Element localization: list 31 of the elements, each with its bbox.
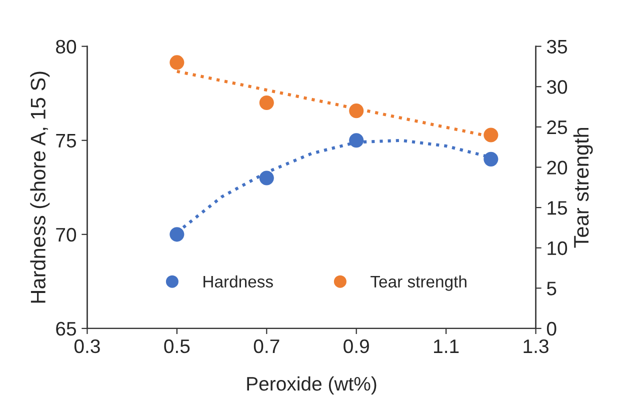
y-tick-label: 75 (56, 134, 76, 148)
point (349, 133, 364, 148)
point (484, 128, 498, 142)
y2-tick-label: 20 (547, 160, 568, 174)
point (170, 55, 184, 70)
y-axis-title: Hardness (shore A, 15 S) (30, 72, 50, 303)
point (259, 170, 274, 186)
point (259, 95, 274, 110)
y-tick-label: 80 (56, 40, 76, 54)
y2-tick-label: 15 (548, 201, 568, 215)
point (484, 152, 498, 166)
x-tick-label: 0.7 (254, 339, 280, 354)
point (349, 104, 364, 118)
y-tick-label: 70 (56, 228, 76, 242)
x-tick-label: 0.9 (344, 339, 369, 354)
y2-tick-label: 35 (546, 40, 568, 54)
x-tick-label: 1.3 (524, 339, 548, 354)
y2-tick-label: 10 (548, 241, 568, 256)
y2-axis-title: Tear strength (573, 128, 593, 248)
x-tick-label: 1.1 (434, 340, 459, 353)
x-axis-title: Peroxide (wt%) (247, 376, 376, 395)
y-tick-label: 65 (56, 322, 76, 336)
y2-tick-label: 30 (546, 80, 568, 94)
x-tick-label: 0.5 (164, 339, 190, 354)
y2-tick-label: 25 (547, 120, 568, 134)
x-tick-label: 0.3 (74, 339, 100, 354)
y2-tick-label: 0 (546, 322, 556, 336)
legend-label: Tear strength (370, 275, 466, 291)
legend-label: Hardness (204, 275, 273, 288)
y2-tick-label: 5 (546, 282, 556, 296)
point (170, 227, 184, 242)
